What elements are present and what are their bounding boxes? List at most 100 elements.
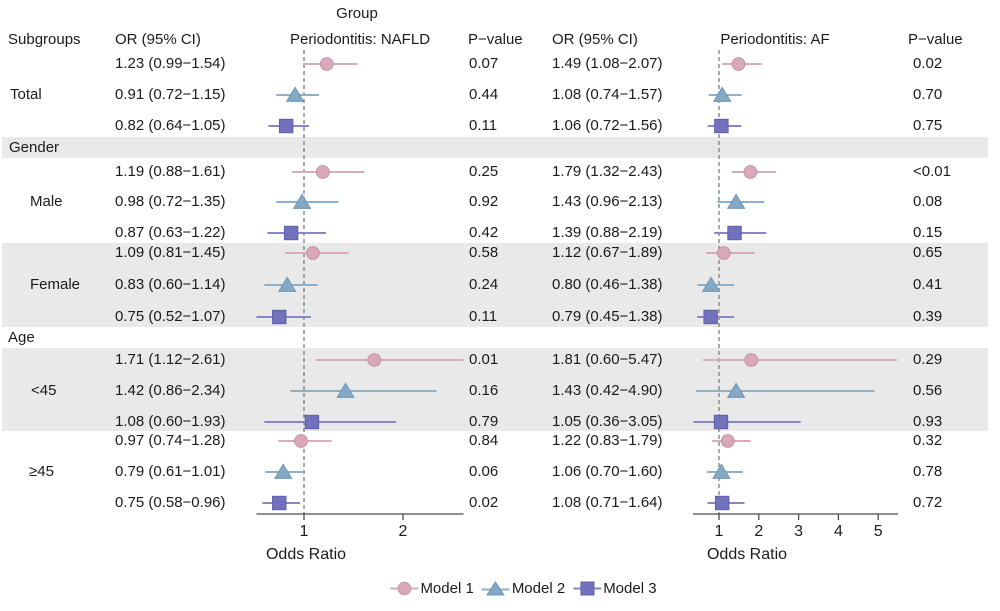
model2-triangle-marker <box>701 276 721 292</box>
axis-tick-label: 2 <box>754 523 764 540</box>
p-value-nafld: 0.02 <box>469 494 499 511</box>
p-value-nafld: 0.16 <box>469 382 499 399</box>
p-value-nafld: 0.24 <box>469 276 499 293</box>
model1-circle-marker <box>716 246 731 260</box>
or-ci-value-af: 1.05 (0.36−3.05) <box>552 413 663 430</box>
model3-square-marker <box>713 414 729 430</box>
model1-circle-marker <box>319 57 334 71</box>
row-band <box>2 243 988 327</box>
x-axis-label-right: Odds Ratio <box>706 546 788 563</box>
legend-item-model2: Model 2 <box>481 580 565 597</box>
p-value-nafld: 0.25 <box>469 163 499 180</box>
section-label: Gender <box>9 138 60 156</box>
model2-triangle-marker <box>285 86 305 102</box>
p-value-nafld: 0.11 <box>469 117 498 134</box>
p-value-af: 0.65 <box>913 244 943 261</box>
p-value-nafld: 0.79 <box>469 413 499 430</box>
or-ci-value-nafld: 1.23 (0.99−1.54) <box>115 55 226 72</box>
or-ci-value-nafld: 0.75 (0.58−0.96) <box>115 494 226 511</box>
p-value-nafld: 0.42 <box>469 224 499 241</box>
or-ci-value-af: 1.08 (0.71−1.64) <box>552 494 663 511</box>
legend: Model 1 Model 2 Model 3 <box>389 580 657 597</box>
p-value-nafld: 0.01 <box>469 351 499 368</box>
model1-circle-marker <box>315 165 330 179</box>
axis-tick-label: 4 <box>833 523 843 540</box>
subgroup-label: <45 <box>31 382 57 399</box>
p-value-nafld: 0.84 <box>469 432 499 449</box>
or-ci-value-nafld: 1.71 (1.12−2.61) <box>115 351 226 368</box>
or-ci-value-nafld: 0.75 (0.52−1.07) <box>115 308 226 325</box>
model1-circle-marker <box>720 434 735 448</box>
model2-triangle-marker <box>726 193 746 209</box>
chart-title: Group <box>336 5 378 22</box>
column-header-panel-af: Periodontitis: AF <box>720 31 830 48</box>
or-ci-value-af: 1.49 (1.08−2.07) <box>552 55 663 72</box>
or-ci-value-af: 1.08 (0.74−1.57) <box>552 86 663 103</box>
or-ci-value-af: 0.80 (0.46−1.38) <box>552 276 663 293</box>
model2-triangle-marker <box>726 382 746 398</box>
or-ci-value-nafld: 0.79 (0.61−1.01) <box>115 463 226 480</box>
model3-square-marker <box>714 495 730 511</box>
or-ci-value-af: 1.06 (0.72−1.56) <box>552 117 663 134</box>
or-ci-value-af: 0.79 (0.45−1.38) <box>552 308 663 325</box>
legend-item-model3: Model 3 <box>572 580 657 597</box>
model1-circle-marker <box>306 246 320 260</box>
model3-square-marker <box>278 118 294 134</box>
or-ci-value-nafld: 0.82 (0.64−1.05) <box>115 117 226 134</box>
or-ci-value-nafld: 0.83 (0.60−1.14) <box>115 276 226 293</box>
axis-tick-label: 1 <box>299 523 309 540</box>
model3-square-marker <box>727 225 742 241</box>
p-value-af: 0.08 <box>913 193 943 210</box>
or-ci-value-af: 1.43 (0.96−2.13) <box>552 193 663 210</box>
model3-square-marker <box>272 309 287 325</box>
column-header-pvalue-nafld: P−value <box>468 31 523 48</box>
p-value-af: 0.29 <box>913 351 943 368</box>
model2-triangle-marker <box>712 463 731 479</box>
axis-tick-label: 1 <box>714 523 724 540</box>
p-value-af: 0.56 <box>913 382 943 399</box>
subgroup-label: Female <box>30 276 81 293</box>
model1-circle-marker <box>367 353 382 367</box>
or-ci-value-nafld: 0.87 (0.63−1.22) <box>115 224 226 241</box>
legend-label: Model 2 <box>511 580 566 597</box>
model2-triangle-marker <box>292 193 312 209</box>
model3-square-marker <box>304 414 320 430</box>
model1-circle-marker <box>743 165 758 179</box>
legend-label: Model 1 <box>420 580 474 597</box>
model2-triangle-marker <box>273 463 293 479</box>
or-ci-value-nafld: 0.91 (0.72−1.15) <box>115 86 226 103</box>
or-ci-value-af: 1.22 (0.83−1.79) <box>552 432 663 449</box>
or-ci-value-nafld: 1.42 (0.86−2.34) <box>115 382 226 399</box>
p-value-af: 0.39 <box>913 308 943 325</box>
axis-tick-label: 2 <box>398 523 408 540</box>
model2-triangle-marker <box>336 382 355 398</box>
model2-triangle-marker <box>712 86 732 102</box>
p-value-nafld: 0.92 <box>469 193 499 210</box>
model1-circle-icon <box>390 581 419 596</box>
subgroup-label: ≥45 <box>29 463 54 480</box>
p-value-nafld: 0.11 <box>469 308 498 325</box>
subgroup-label: Male <box>30 193 63 210</box>
legend-item-model1: Model 1 <box>389 580 474 597</box>
or-ci-value-nafld: 0.98 (0.72−1.35) <box>115 193 226 210</box>
model1-circle-marker <box>294 434 308 448</box>
axis-tick-label: 3 <box>794 523 804 540</box>
model3-square-marker <box>272 495 287 511</box>
model3-square-marker <box>714 118 729 134</box>
column-header-or-ci-nafld: OR (95% CI) <box>115 31 201 48</box>
or-ci-value-nafld: 1.08 (0.60−1.93) <box>115 413 226 430</box>
p-value-af: <0.01 <box>913 163 951 180</box>
subgroup-label: Total <box>10 86 42 103</box>
or-ci-value-af: 1.81 (0.60−5.47) <box>552 351 663 368</box>
p-value-af: 0.93 <box>913 413 943 430</box>
column-header-pvalue-af: P−value <box>908 31 963 48</box>
section-label: Age <box>8 329 35 346</box>
p-value-af: 0.02 <box>913 55 943 72</box>
column-header-subgroups: Subgroups <box>8 31 81 48</box>
model1-circle-marker <box>731 57 746 71</box>
model3-square-marker <box>703 309 718 325</box>
p-value-nafld: 0.06 <box>469 463 499 480</box>
or-ci-value-af: 1.06 (0.70−1.60) <box>552 463 663 480</box>
row-band <box>2 348 988 431</box>
